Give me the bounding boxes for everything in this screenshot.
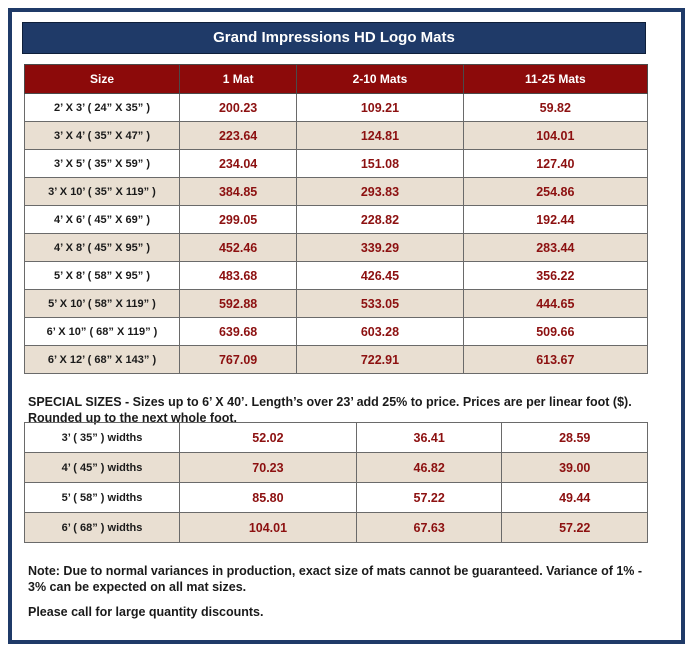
- price-1-mat: 639.68: [178, 317, 298, 346]
- price-11-25-mats: 444.65: [462, 289, 649, 318]
- special-sizes-table: 3’ ( 35” ) widths 52.02 36.41 28.59 4’ ( 45”…: [24, 422, 648, 543]
- table-row: 5’ ( 58” ) widths 85.80 57.22 49.44: [24, 482, 648, 513]
- header-1-mat: 1 Mat: [178, 64, 298, 94]
- price-table-header: Size 1 Mat 2-10 Mats 11-25 Mats: [24, 64, 649, 94]
- header-2-10-mats: 2-10 Mats: [296, 64, 464, 94]
- header-size: Size: [24, 64, 180, 94]
- price-table: Size 1 Mat 2-10 Mats 11-25 Mats 2’ X 3’ …: [24, 64, 649, 374]
- price-1-mat: 70.23: [179, 452, 357, 483]
- special-sizes-note: SPECIAL SIZES - Sizes up to 6’ X 40’. Le…: [28, 395, 632, 425]
- price-2-10-mats: 533.05: [296, 289, 464, 318]
- size-cell: 3’ ( 35” ) widths: [24, 422, 180, 453]
- price-11-25-mats: 509.66: [462, 317, 649, 346]
- price-11-25-mats: 39.00: [501, 452, 648, 483]
- price-2-10-mats: 36.41: [355, 422, 503, 453]
- price-11-25-mats: 192.44: [462, 205, 649, 234]
- price-11-25-mats: 49.44: [501, 482, 648, 513]
- price-11-25-mats: 59.82: [462, 93, 649, 122]
- price-2-10-mats: 67.63: [355, 512, 503, 543]
- size-cell: 4’ X 6’ ( 45” X 69” ): [24, 205, 180, 234]
- size-cell: 3’ X 10’ ( 35” X 119” ): [24, 177, 180, 206]
- size-cell: 5’ X 8’ ( 58” X 95” ): [24, 261, 180, 290]
- table-row: 4’ X 8’ ( 45” X 95” ) 452.46 339.29 283.44: [24, 233, 649, 262]
- price-2-10-mats: 46.82: [355, 452, 503, 483]
- price-2-10-mats: 603.28: [296, 317, 464, 346]
- size-cell: 4’ ( 45” ) widths: [24, 452, 180, 483]
- price-2-10-mats: 228.82: [296, 205, 464, 234]
- size-cell: 5’ ( 58” ) widths: [24, 482, 180, 513]
- price-1-mat: 223.64: [178, 121, 298, 150]
- variance-note: Note: Due to normal variances in product…: [28, 564, 643, 594]
- price-2-10-mats: 109.21: [296, 93, 464, 122]
- price-11-25-mats: 104.01: [462, 121, 649, 150]
- table-row: 5’ X 10’ ( 58” X 119” ) 592.88 533.05 444.6…: [24, 289, 649, 318]
- size-cell: 2’ X 3’ ( 24” X 35” ): [24, 93, 180, 122]
- price-1-mat: 104.01: [179, 512, 357, 543]
- page-title: Grand Impressions HD Logo Mats: [22, 22, 646, 54]
- table-row: 6’ X 12’ ( 68” X 143” ) 767.09 722.91 613.6…: [24, 345, 649, 374]
- price-11-25-mats: 127.40: [462, 149, 649, 178]
- price-11-25-mats: 57.22: [501, 512, 648, 543]
- price-2-10-mats: 426.45: [296, 261, 464, 290]
- table-row: 3’ X 10’ ( 35” X 119” ) 384.85 293.83 254.8…: [24, 177, 649, 206]
- header-11-25-mats: 11-25 Mats: [462, 64, 649, 94]
- table-row: 3’ X 5’ ( 35” X 59” ) 234.04 151.08 127.40: [24, 149, 649, 178]
- price-2-10-mats: 57.22: [355, 482, 503, 513]
- size-cell: 3’ X 5’ ( 35” X 59” ): [24, 149, 180, 178]
- price-11-25-mats: 254.86: [462, 177, 649, 206]
- table-row: 2’ X 3’ ( 24” X 35” ) 200.23 109.21 59.82: [24, 93, 649, 122]
- size-cell: 6’ X 10” ( 68” X 119” ): [24, 317, 180, 346]
- table-row: 5’ X 8’ ( 58” X 95” ) 483.68 426.45 356.22: [24, 261, 649, 290]
- price-2-10-mats: 722.91: [296, 345, 464, 374]
- price-11-25-mats: 613.67: [462, 345, 649, 374]
- price-1-mat: 452.46: [178, 233, 298, 262]
- price-1-mat: 234.04: [178, 149, 298, 178]
- table-row: 4’ ( 45” ) widths 70.23 46.82 39.00: [24, 452, 648, 483]
- size-cell: 3’ X 4’ ( 35” X 47” ): [24, 121, 180, 150]
- price-1-mat: 200.23: [178, 93, 298, 122]
- table-row: 6’ X 10” ( 68” X 119” ) 639.68 603.28 509.6…: [24, 317, 649, 346]
- price-1-mat: 52.02: [179, 422, 357, 453]
- table-row: 3’ X 4’ ( 35” X 47” ) 223.64 124.81 104.01: [24, 121, 649, 150]
- price-1-mat: 483.68: [178, 261, 298, 290]
- table-row: 6’ ( 68” ) widths 104.01 67.63 57.22: [24, 512, 648, 543]
- size-cell: 6’ X 12’ ( 68” X 143” ): [24, 345, 180, 374]
- price-2-10-mats: 339.29: [296, 233, 464, 262]
- price-1-mat: 85.80: [179, 482, 357, 513]
- size-cell: 5’ X 10’ ( 58” X 119” ): [24, 289, 180, 318]
- price-2-10-mats: 124.81: [296, 121, 464, 150]
- price-2-10-mats: 151.08: [296, 149, 464, 178]
- price-2-10-mats: 293.83: [296, 177, 464, 206]
- price-11-25-mats: 283.44: [462, 233, 649, 262]
- price-1-mat: 299.05: [178, 205, 298, 234]
- price-11-25-mats: 356.22: [462, 261, 649, 290]
- table-row: 3’ ( 35” ) widths 52.02 36.41 28.59: [24, 422, 648, 453]
- table-row: 4’ X 6’ ( 45” X 69” ) 299.05 228.82 192.44: [24, 205, 649, 234]
- size-cell: 4’ X 8’ ( 45” X 95” ): [24, 233, 180, 262]
- price-11-25-mats: 28.59: [501, 422, 648, 453]
- price-1-mat: 384.85: [178, 177, 298, 206]
- size-cell: 6’ ( 68” ) widths: [24, 512, 180, 543]
- price-1-mat: 592.88: [178, 289, 298, 318]
- discount-note: Please call for large quantity discounts…: [28, 605, 264, 619]
- price-1-mat: 767.09: [178, 345, 298, 374]
